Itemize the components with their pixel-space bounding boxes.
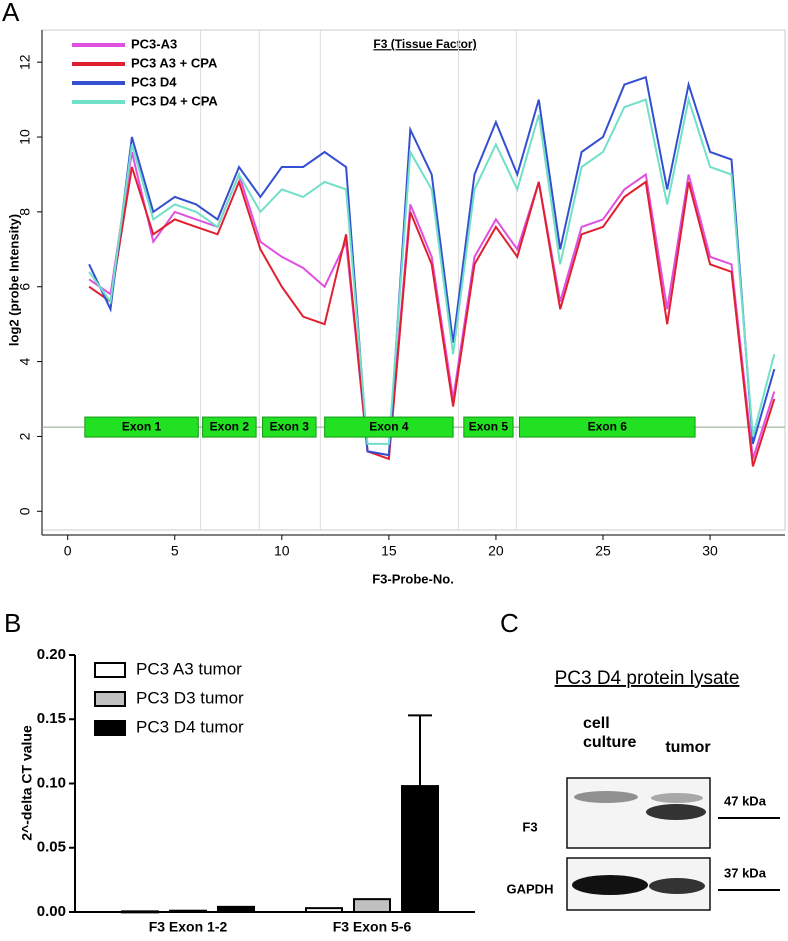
exon-box [84,416,199,438]
y-tick-label: 0.20 [37,646,66,663]
panel-label: B [4,608,21,638]
series-line [88,75,776,457]
x-tick-label: F3 Exon 1-2 [149,919,228,935]
column-label: tumor [665,739,710,756]
bar [121,910,159,914]
blot-f3 [566,777,711,849]
y-tick-label: 8 [17,208,33,216]
legend-label: PC3 A3 tumor [136,659,242,678]
exon-label: Exon 1 [122,419,162,433]
bar [169,909,207,914]
y-tick-label: 0 [17,507,33,515]
series-line [88,95,776,445]
y-axis-label: log2 (probe Intensity) [6,214,21,346]
bar [217,905,255,913]
size-label: 47 kDa [724,793,767,808]
legend-label: PC3 D3 tumor [136,688,244,707]
column-label: cell culture [583,715,637,751]
y-tick-label: 12 [17,54,33,70]
exon-label: Exon 4 [369,419,409,433]
exon-box [262,416,317,438]
x-tick-label: F3 Exon 5-6 [333,919,412,935]
x-tick-label: 15 [381,543,397,559]
x-tick-label: 25 [595,543,611,559]
chart-title: F3 (Tissue Factor) [373,37,476,51]
legend-swatch [94,691,126,707]
y-tick-label: 2 [17,432,33,440]
y-tick-label: 0.10 [37,774,66,791]
legend-label: PC3 D4 [131,74,177,89]
y-axis-label: 2^-delta CT value [19,725,35,841]
x-tick-label: 5 [171,543,179,559]
row-label: GAPDH [507,881,554,896]
y-tick-label: 6 [17,283,33,291]
exon-box [518,416,696,438]
y-tick-label: 4 [17,357,33,365]
exon-label: Exon 5 [469,419,509,433]
x-tick-label: 20 [488,543,504,559]
exon-box [324,416,454,438]
legend-label: PC3-A3 [131,36,177,51]
exon-box [202,416,257,438]
x-tick-label: 0 [64,543,72,559]
y-tick-label: 0.15 [37,710,66,727]
bar [353,898,391,914]
y-tick-label: 0.05 [37,839,66,856]
y-tick-label: 10 [17,129,33,145]
bar [401,785,439,914]
series-line [88,151,776,460]
y-tick-label: 0.00 [37,903,66,920]
exon-label: Exon 6 [588,419,628,433]
exon-label: Exon 2 [210,419,250,433]
panel-label: C [500,608,519,638]
legend-label: PC3 D4 + CPA [131,93,218,108]
blot-gapdh [566,857,711,911]
series-line [88,166,776,467]
size-label: 37 kDa [724,865,767,880]
x-tick-label: 10 [274,543,290,559]
legend-label: PC3 D4 tumor [136,717,244,736]
x-tick-label: 30 [702,543,718,559]
bar [305,907,343,914]
blot-title: PC3 D4 protein lysate [555,668,740,689]
legend-swatch [94,720,126,736]
panel-label: A [2,0,20,27]
legend-label: PC3 A3 + CPA [131,55,218,70]
exon-label: Exon 3 [270,419,310,433]
x-axis-label: F3-Probe-No. [372,571,454,586]
legend-swatch [94,662,126,678]
row-label: F3 [522,819,537,834]
exon-box [463,416,514,438]
